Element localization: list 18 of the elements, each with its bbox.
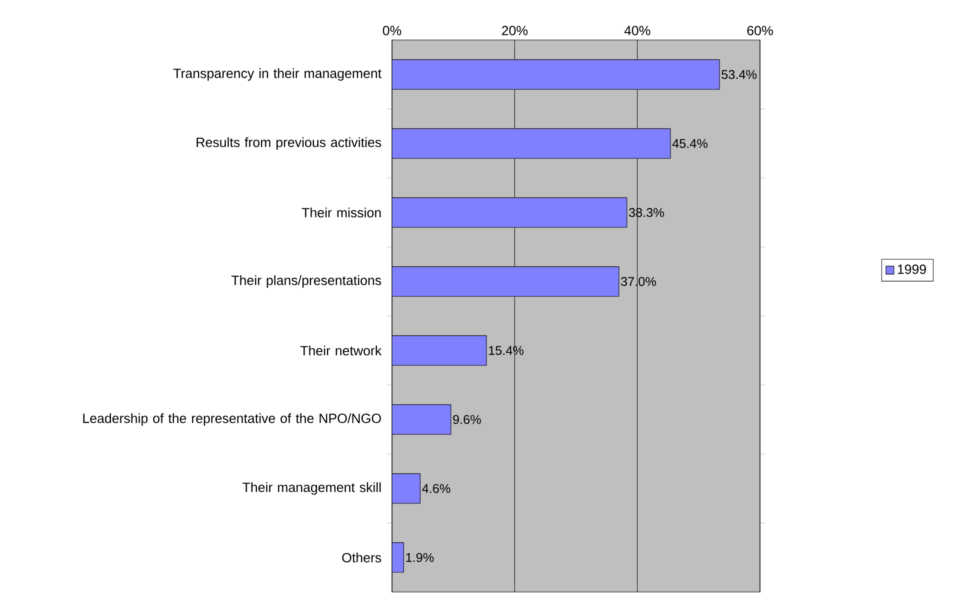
x-tick-label: 60% <box>747 26 773 36</box>
data-label: 1.9% <box>406 553 434 562</box>
y-tick-label: Their network <box>300 346 382 356</box>
x-tick-label: 0% <box>382 26 402 36</box>
y-tick-label: Their plans/presentations <box>231 275 382 288</box>
x-tick-label: 20% <box>502 26 528 36</box>
y-tick-label: Their management skill <box>242 482 381 495</box>
legend-label: 1999 <box>898 264 926 274</box>
data-label: 9.6% <box>453 415 481 424</box>
y-tick-label: Transparency in their management <box>173 68 382 81</box>
data-label: 53.4% <box>722 70 757 80</box>
y-tick-label: Others <box>342 552 382 562</box>
y-tick-label: Their mission <box>302 208 381 218</box>
y-tick-label: Results from previous activities <box>196 137 382 150</box>
data-label: 45.4% <box>672 139 708 148</box>
y-tick-label: Leadership of the representative of the NPO/NGO <box>83 413 381 426</box>
data-label: 4.6% <box>422 484 450 493</box>
x-tick-label: 40% <box>624 26 650 36</box>
